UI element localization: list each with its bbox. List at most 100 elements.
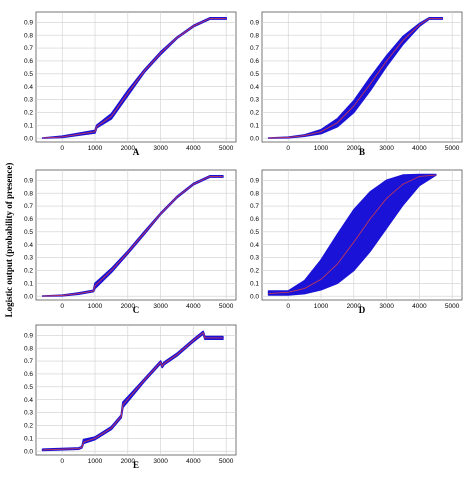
panel-c: 0 1000 2000 3000 4000 5000 0.0 0.1 0.2 0.3 0.4 0.5 0… (24, 169, 237, 315)
y-tick-label: 0.7 (24, 203, 33, 210)
y-tick-label: 0.7 (24, 45, 33, 52)
x-tick-label: 5000 (219, 145, 234, 152)
panel-label: D (359, 305, 366, 315)
y-tick-label: 0.5 (250, 229, 259, 236)
y-tick-label: 0.4 (250, 242, 259, 249)
y-tick-label: 0.0 (24, 293, 33, 300)
y-tick-label: 0.2 (24, 110, 33, 117)
y-tick-label: 0.0 (24, 448, 33, 455)
x-tick-label: 0 (286, 145, 290, 152)
x-tick-label: 4000 (186, 145, 201, 152)
y-tick-label: 0.8 (250, 32, 259, 39)
y-tick-label: 0.0 (250, 293, 259, 300)
y-tick-label: 0.4 (250, 84, 259, 91)
y-tick-label: 0.2 (24, 268, 33, 275)
x-tick-label: 2000 (121, 145, 136, 152)
y-axis-label: Logistic output (probability of presence… (4, 163, 14, 318)
y-tick-label: 0.7 (24, 358, 33, 365)
x-tick-label: 2000 (347, 303, 362, 310)
x-tick-label: 0 (286, 303, 290, 310)
x-tick-label: 3000 (153, 145, 168, 152)
panel-label: E (133, 460, 139, 470)
plot-frame (35, 169, 237, 301)
y-tick-label: 0.4 (24, 397, 33, 404)
panel-a: 0 1000 2000 3000 4000 5000 0.0 0.1 0.2 0.3 0.4 0.5 0… (24, 11, 237, 157)
y-tick-label: 0.9 (24, 19, 33, 26)
y-tick-label: 0.9 (250, 177, 259, 184)
panel-e: 0 1000 2000 3000 4000 5000 0.0 0.1 0.2 0.3 0.4 0.5 0… (24, 324, 237, 470)
y-tick-label: 0.8 (24, 190, 33, 197)
y-tick-label: 0.6 (24, 371, 33, 378)
x-tick-label: 2000 (347, 145, 362, 152)
x-tick-label: 3000 (379, 303, 394, 310)
x-tick-label: 4000 (412, 303, 427, 310)
panel-label: B (359, 147, 365, 157)
y-tick-label: 0.0 (250, 135, 259, 142)
x-tick-label: 4000 (412, 145, 427, 152)
y-tick-label: 0.7 (250, 203, 259, 210)
y-tick-label: 0.7 (250, 45, 259, 52)
y-tick-label: 0.2 (24, 423, 33, 430)
x-tick-label: 3000 (379, 145, 394, 152)
x-tick-label: 1000 (88, 303, 103, 310)
y-tick-label: 0.6 (250, 58, 259, 65)
x-tick-label: 4000 (186, 303, 201, 310)
x-tick-label: 0 (60, 458, 64, 465)
mean-line (268, 17, 443, 139)
y-tick-label: 0.1 (24, 122, 33, 129)
y-tick-label: 0.6 (24, 216, 33, 223)
y-tick-label: 0.1 (24, 435, 33, 442)
panel-d: 0 1000 2000 3000 4000 5000 0.0 0.1 0.2 0.3 0.4 0.5 0… (250, 169, 463, 315)
x-tick-label: 0 (60, 303, 64, 310)
y-tick-label: 0.9 (24, 332, 33, 339)
y-tick-label: 0.9 (24, 177, 33, 184)
mean-line (42, 331, 223, 451)
x-tick-label: 1000 (88, 145, 103, 152)
x-tick-label: 2000 (121, 303, 136, 310)
x-tick-label: 4000 (186, 458, 201, 465)
y-tick-label: 0.8 (24, 345, 33, 352)
x-tick-label: 2000 (121, 458, 136, 465)
y-tick-label: 0.5 (250, 71, 259, 78)
y-tick-label: 0.8 (24, 32, 33, 39)
x-tick-label: 0 (60, 145, 64, 152)
y-tick-label: 0.6 (250, 216, 259, 223)
x-tick-label: 5000 (445, 145, 460, 152)
x-tick-label: 3000 (153, 458, 168, 465)
y-tick-label: 0.4 (24, 84, 33, 91)
plot-frame (261, 11, 463, 143)
panels: 0 1000 2000 3000 4000 5000 0.0 0.1 0.2 0.3 0.4 0.5 0… (24, 11, 463, 470)
x-tick-label: 5000 (445, 303, 460, 310)
y-tick-label: 0.1 (250, 122, 259, 129)
x-tick-label: 3000 (153, 303, 168, 310)
x-tick-label: 1000 (314, 145, 329, 152)
x-tick-label: 1000 (314, 303, 329, 310)
y-tick-label: 0.3 (24, 410, 33, 417)
y-tick-label: 0.6 (24, 58, 33, 65)
y-tick-label: 0.5 (24, 71, 33, 78)
y-tick-label: 0.5 (24, 384, 33, 391)
y-tick-label: 0.3 (250, 255, 259, 262)
panel-label: A (133, 147, 140, 157)
y-tick-label: 0.3 (250, 97, 259, 104)
mean-line (42, 175, 223, 297)
mean-line (268, 174, 436, 295)
panel-label: C (133, 305, 140, 315)
y-tick-label: 0.1 (24, 280, 33, 287)
y-tick-label: 0.4 (24, 242, 33, 249)
y-tick-label: 0.9 (250, 19, 259, 26)
y-tick-label: 0.0 (24, 135, 33, 142)
y-tick-label: 0.2 (250, 110, 259, 117)
y-tick-label: 0.2 (250, 268, 259, 275)
plot-frame (35, 11, 237, 143)
y-tick-label: 0.8 (250, 190, 259, 197)
y-tick-label: 0.1 (250, 280, 259, 287)
x-tick-label: 5000 (219, 303, 234, 310)
y-tick-label: 0.3 (24, 255, 33, 262)
panel-b: 0 1000 2000 3000 4000 5000 0.0 0.1 0.2 0.3 0.4 0.5 0… (250, 11, 463, 157)
x-tick-label: 1000 (88, 458, 103, 465)
mean-line (42, 17, 227, 139)
y-tick-label: 0.3 (24, 97, 33, 104)
x-tick-label: 5000 (219, 458, 234, 465)
